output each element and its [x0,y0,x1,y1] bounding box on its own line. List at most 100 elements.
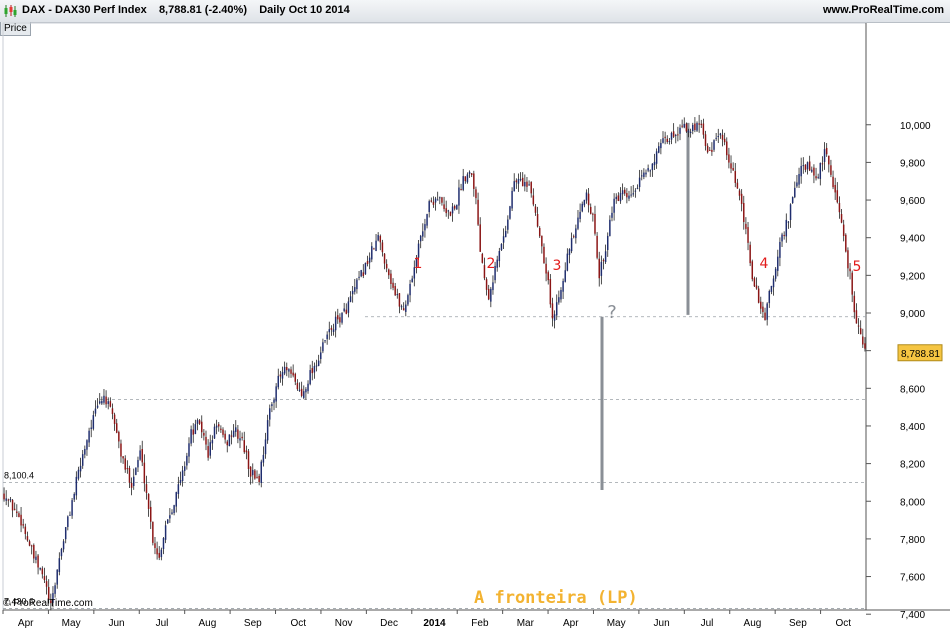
candle-down [453,205,456,209]
candle-up [101,401,103,404]
candle-up [524,182,526,187]
x-tick-label: Jul [156,618,169,629]
candle-up [309,370,311,385]
candle-up [298,389,301,391]
candle-up [504,230,507,238]
candle-down [864,343,866,349]
candle-down [141,449,143,463]
candle-up [139,450,141,460]
chart-title: DAX - DAX30 Perf Index 8,788.81 (-2.40%)… [22,4,350,16]
candle-down [545,263,547,274]
candle-up [628,195,630,199]
candle-down [743,203,745,223]
candle-up [181,470,184,481]
candle-down [836,190,839,203]
period-date: Daily Oct 10 2014 [259,4,350,16]
candle-down [485,279,488,290]
candle-down [237,429,239,439]
candle-up [787,221,790,223]
candle-down [402,308,405,311]
candle-down [602,259,605,262]
candle-up [283,366,286,374]
candle-down [3,493,5,500]
candle-up [645,172,647,175]
candle-up [92,415,95,429]
site-url[interactable]: www.ProRealTime.com [822,4,944,16]
candle-down [222,429,224,435]
candle-up [360,270,362,277]
candle-down [18,513,20,518]
candle-down [526,181,528,187]
candle-down [853,295,856,313]
candle-down [224,433,226,440]
candle-down [592,213,594,215]
candle-down [443,204,445,209]
candle-up [466,174,469,183]
last-price-label: 8,788.81 [901,349,940,360]
candle-down [296,382,299,390]
candle-up [171,512,173,514]
candle-down [7,499,10,501]
candle-up [683,123,686,128]
y-tick-label: 8,600 [900,384,925,395]
wave-label: 2 [487,256,496,272]
candle-up [800,165,802,177]
candle-down [383,253,386,264]
candle-up [183,466,186,471]
candle-up [434,198,437,203]
candle-down [617,195,620,201]
candle-down [549,279,552,305]
candle-up [451,206,454,214]
candle-up [281,372,284,379]
candle-up [641,175,643,177]
candle-up [447,210,450,212]
last-price-change: 8,788.81 (-2.40%) [158,4,247,16]
candle-up [343,308,345,312]
candle-down [755,285,758,289]
candle-up [456,204,458,210]
candle-down [122,456,124,459]
candle-up [528,184,530,186]
candle-down [764,312,766,321]
guide-bars [600,122,690,490]
candle-down [709,149,711,151]
candle-up [819,162,822,179]
candle-up [789,204,792,220]
wave-label: 1 [414,256,423,272]
candle-down [16,511,18,514]
candle-up [81,454,84,466]
candle-down [681,125,683,127]
candle-down [813,167,815,176]
candle-down [50,600,52,604]
candle-up [647,168,649,171]
candle-down [279,374,282,377]
candle-up [211,440,214,444]
candle-down [158,552,160,558]
candle-down [470,173,473,175]
candle-down [551,303,554,319]
candle-up [715,137,717,139]
candle-up [496,259,498,268]
x-tick-label: Jun [108,618,124,629]
candle-down [124,458,126,470]
candle-down [311,368,314,374]
candle-up [177,484,180,495]
price-panel-tab[interactable]: Price [0,22,31,36]
candle-up [275,386,277,402]
x-tick-label: Oct [836,618,852,629]
candle-down [740,193,743,204]
candle-down [145,484,148,493]
candle-down [828,155,830,165]
candle-up [9,499,12,501]
candle-down [479,224,481,252]
candle-down [521,177,524,187]
candle-up [428,201,430,213]
candle-up [186,455,188,466]
candle-up [54,585,56,594]
x-tick-label: Nov [335,618,353,629]
candle-down [37,555,39,568]
candle-up [79,465,82,472]
candle-up [606,235,609,251]
candle-up [802,165,805,167]
